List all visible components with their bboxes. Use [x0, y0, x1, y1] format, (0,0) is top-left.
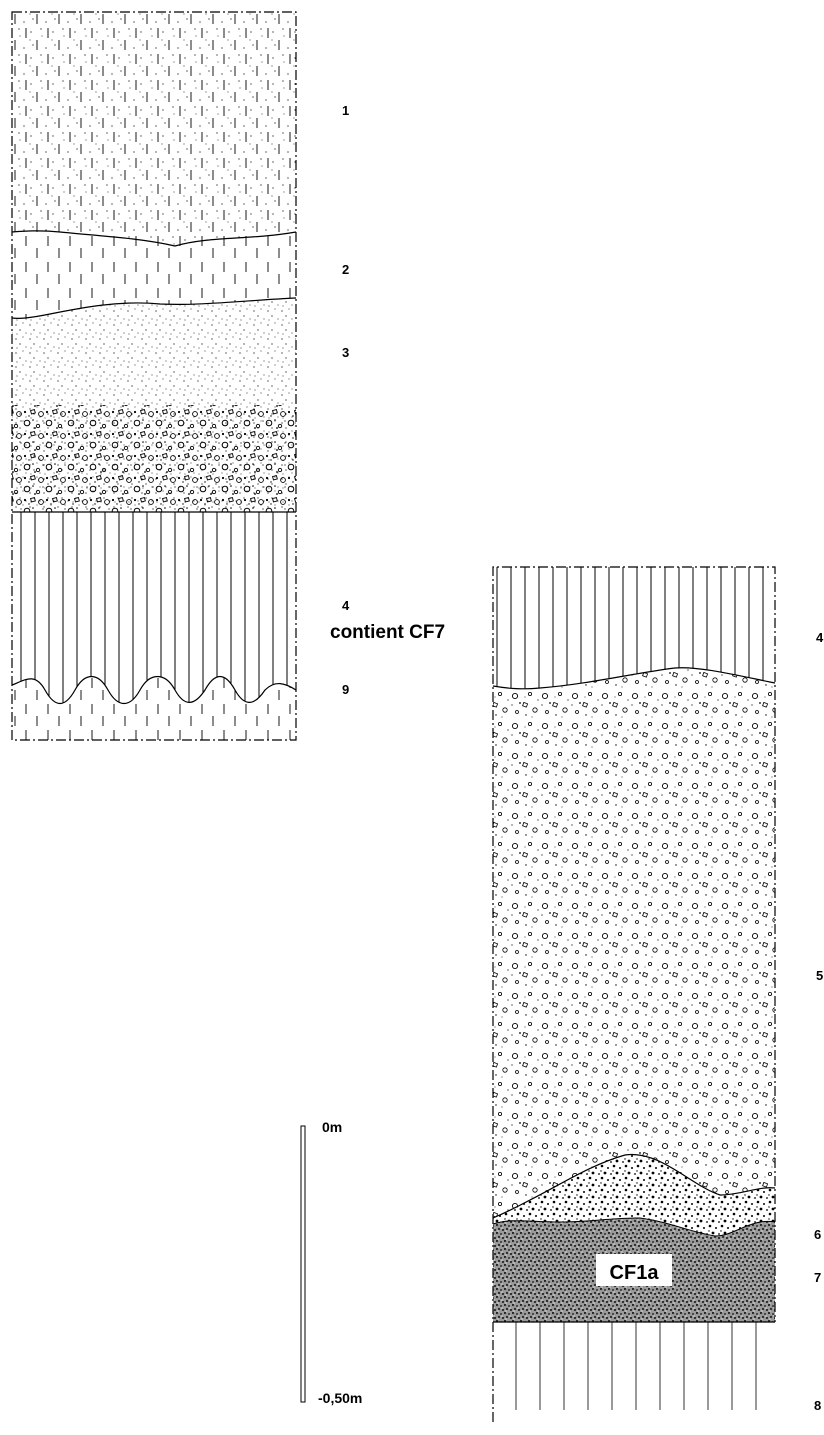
right-section-frame [492, 566, 776, 1422]
left-layer-2 [12, 230, 296, 319]
right-layer-label-8: 8 [814, 1398, 822, 1413]
right-layer-5 [493, 667, 775, 1218]
left-layer-1 [12, 12, 296, 246]
left-boundary-2-3 [11, 297, 297, 319]
left-layer-note-4: contient CF7 [330, 622, 446, 643]
left-layer-label-1: 1 [342, 103, 350, 118]
left-layer-label-2: 2 [342, 262, 350, 277]
cf1a-label-box [596, 1254, 672, 1286]
left-layer-3-gravel [12, 405, 296, 512]
right-section: CF1a [492, 566, 776, 1422]
right-layer-label-4: 4 [816, 630, 824, 645]
scale-bar [300, 1125, 306, 1403]
right-layer-6 [493, 1154, 775, 1236]
right-layer-label-7: 7 [814, 1270, 822, 1285]
left-layer-label-9: 9 [342, 682, 350, 697]
right-boundary-6-7 [492, 1217, 776, 1237]
right-layer-label-5: 5 [816, 968, 824, 983]
left-layer-9 [12, 676, 296, 740]
right-boundary-4-5 [492, 667, 776, 690]
right-layer-8 [493, 1322, 775, 1422]
left-layer-label-4: 4 [342, 598, 350, 613]
left-layer-label-3: 3 [342, 345, 350, 360]
left-section [11, 11, 297, 741]
left-section-frame [11, 11, 297, 741]
right-layer-label-6: 6 [814, 1227, 822, 1242]
cf1a-label: CF1a [610, 1262, 660, 1284]
scale-top-label: 0m [322, 1119, 343, 1135]
scale-bottom-label: -0,50m [318, 1390, 363, 1406]
left-layer-4 [12, 512, 296, 704]
left-boundary-1-2 [11, 230, 297, 247]
right-layer-4 [493, 567, 775, 689]
right-boundary-5-6 [492, 1153, 776, 1219]
